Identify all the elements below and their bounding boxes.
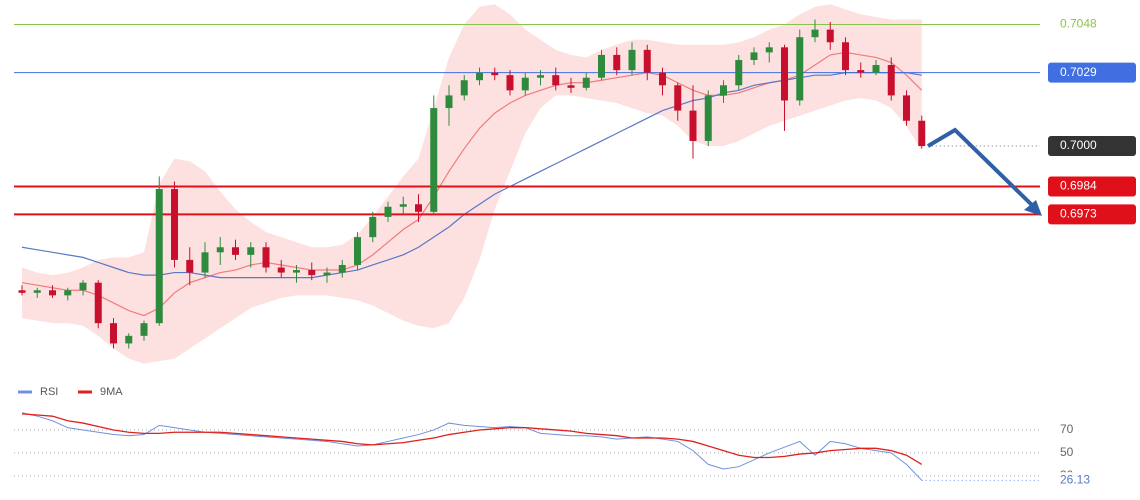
candle-body — [369, 216, 377, 238]
candle-body — [308, 270, 316, 276]
candle-body — [415, 204, 422, 212]
candle-body — [186, 259, 194, 273]
y-tick-label: 70 — [1060, 422, 1074, 436]
candle-body — [750, 52, 758, 60]
candle-body — [903, 95, 910, 121]
bollinger-band — [22, 4, 922, 364]
candle-body — [125, 335, 133, 344]
candle-body — [18, 290, 26, 293]
candle-body — [171, 189, 178, 260]
candle-body — [155, 189, 163, 324]
candle-body — [140, 323, 148, 336]
candle-body — [94, 282, 102, 324]
candle-body — [643, 49, 651, 73]
candle-body — [216, 247, 224, 253]
candle-body — [552, 75, 560, 86]
candle-body — [293, 270, 300, 273]
candle-body — [384, 206, 392, 217]
candle-body — [842, 42, 849, 71]
level-label: 0.6984 — [1060, 179, 1097, 193]
candle-body — [567, 85, 575, 88]
y-tick-label: 50 — [1060, 445, 1074, 459]
forecast-arrow — [926, 127, 1037, 210]
candle-body — [887, 65, 895, 96]
moving-average — [21, 72, 922, 279]
candle-body — [33, 290, 41, 293]
candle-body — [338, 264, 346, 273]
candle-body — [247, 247, 255, 255]
candle-body — [277, 267, 285, 273]
last-value-label: 26.13 — [1060, 473, 1090, 487]
candle-body — [323, 272, 331, 276]
candle-body — [796, 37, 804, 101]
label-layer: 0.7048 0.7029 0.7000 0.6984 0.6973 RSI 9MA 26.1… — [18, 17, 1136, 489]
candle-body — [811, 29, 819, 38]
indicator-line — [21, 412, 923, 481]
forecast-arrow-head — [1024, 200, 1042, 216]
level-label-box — [1048, 136, 1136, 157]
candle-body — [582, 77, 590, 88]
candle-body — [476, 72, 483, 81]
legend-label: RSI — [40, 386, 58, 398]
candle-body — [445, 95, 453, 109]
candle-body — [918, 120, 926, 147]
candle-body — [491, 72, 499, 76]
candle-body — [765, 47, 773, 53]
candle-body — [110, 323, 117, 344]
candle-body — [613, 54, 621, 71]
candle-body — [537, 75, 544, 78]
candle-body — [781, 47, 788, 101]
candle-body — [598, 54, 605, 78]
level-label-box — [1048, 176, 1136, 197]
indicator-line — [21, 413, 923, 465]
candle-body — [64, 290, 72, 296]
candle-body — [735, 59, 743, 86]
candle-body — [720, 85, 727, 96]
level-label-box — [1048, 62, 1136, 83]
legend-label: 9MA — [100, 386, 123, 398]
candle-body — [674, 85, 682, 111]
candle-body — [232, 247, 239, 255]
level-label: 0.7000 — [1060, 138, 1097, 152]
level-label: 0.6973 — [1060, 207, 1097, 221]
candle-body — [659, 72, 666, 86]
candle-body — [872, 65, 880, 73]
candle-body — [201, 252, 209, 273]
background-layer: 705030 — [14, 4, 1074, 482]
candle-body — [506, 75, 514, 91]
candle-body — [354, 237, 361, 265]
candle-body — [826, 29, 834, 43]
last-value-bg — [1056, 472, 1100, 489]
candle-body — [628, 49, 636, 71]
candle-body — [49, 290, 56, 296]
candle-body — [430, 108, 438, 212]
candle-body — [857, 70, 865, 73]
level-label: 0.7048 — [1060, 17, 1097, 31]
candle-body — [704, 95, 712, 141]
candle-body — [460, 80, 468, 96]
candle-body — [79, 282, 87, 291]
candle-body — [689, 110, 697, 141]
level-label: 0.7029 — [1060, 65, 1097, 79]
level-label-box — [1048, 204, 1136, 225]
candle-body — [521, 77, 529, 91]
candle-body — [399, 204, 407, 207]
mark-layer — [18, 19, 926, 481]
candle-body — [262, 247, 270, 268]
